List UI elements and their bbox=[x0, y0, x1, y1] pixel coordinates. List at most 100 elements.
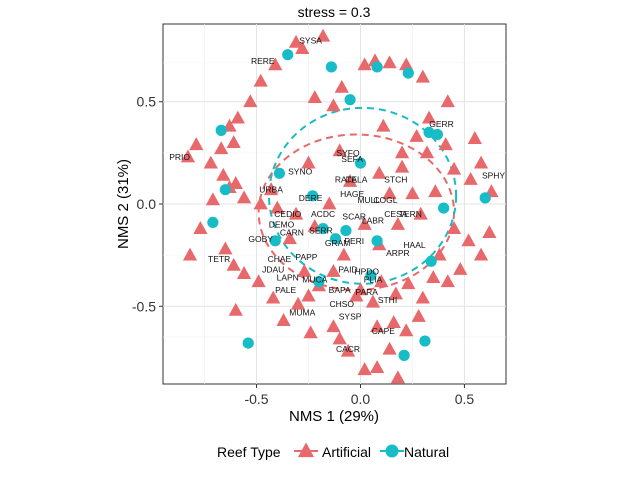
species-label: SYSA bbox=[299, 35, 322, 45]
species-label: CACR bbox=[336, 344, 360, 354]
species-label: CHSO bbox=[329, 299, 354, 309]
point-natural bbox=[419, 335, 431, 347]
point-artificial bbox=[236, 190, 252, 204]
point-artificial bbox=[365, 294, 381, 308]
point-artificial bbox=[288, 206, 304, 220]
point-artificial bbox=[332, 143, 347, 157]
species-label: HAAL bbox=[403, 240, 425, 250]
species-label: BAPA bbox=[329, 285, 351, 295]
species-label: HPDO bbox=[354, 267, 379, 277]
species-label: CALA bbox=[345, 174, 368, 184]
point-artificial bbox=[432, 247, 447, 261]
point-artificial bbox=[473, 247, 489, 261]
point-artificial bbox=[438, 137, 453, 151]
point-artificial bbox=[411, 309, 426, 322]
point-artificial bbox=[303, 325, 318, 339]
species-label: SERR bbox=[309, 226, 333, 236]
species-label: CARN bbox=[280, 228, 304, 238]
point-artificial bbox=[415, 290, 430, 304]
x-axis-label: NMS 1 (29%) bbox=[289, 408, 379, 425]
point-artificial bbox=[243, 94, 258, 108]
species-label: ACDC bbox=[311, 209, 335, 219]
point-natural bbox=[329, 233, 342, 245]
point-artificial bbox=[230, 110, 245, 124]
point-artificial bbox=[326, 264, 341, 277]
point-natural bbox=[371, 61, 383, 73]
grid-lines bbox=[163, 24, 506, 384]
point-artificial bbox=[228, 302, 243, 316]
point-artificial bbox=[386, 315, 401, 329]
point-artificial bbox=[334, 79, 349, 93]
point-natural bbox=[269, 235, 281, 247]
point-artificial bbox=[276, 313, 291, 326]
point-artificial bbox=[421, 110, 437, 124]
species-label: CESA bbox=[384, 209, 407, 219]
point-artificial bbox=[419, 145, 435, 159]
point-artificial bbox=[326, 98, 341, 112]
y-axis-label: NMS 2 (31%) bbox=[115, 159, 132, 249]
species-label: PAID bbox=[338, 264, 357, 274]
y-tick-label: 0.5 bbox=[137, 94, 157, 110]
point-natural bbox=[282, 49, 294, 61]
point-artificial bbox=[374, 274, 389, 288]
point-artificial bbox=[426, 270, 441, 284]
species-label: SPHY bbox=[482, 170, 505, 180]
species-label: SYFO bbox=[336, 148, 360, 158]
species-label: MULL bbox=[357, 195, 380, 205]
point-natural bbox=[207, 216, 219, 229]
species-label: MUMA bbox=[289, 307, 315, 317]
species-label: JDAU bbox=[262, 264, 284, 274]
species-label: PALE bbox=[275, 285, 296, 295]
point-artificial bbox=[270, 200, 285, 214]
point-artificial bbox=[357, 57, 372, 71]
point-artificial bbox=[446, 221, 462, 234]
species-label: SCAR bbox=[342, 211, 366, 221]
legend: Reef Type Artificial Natural bbox=[217, 442, 449, 460]
point-artificial bbox=[295, 41, 310, 54]
point-artificial bbox=[180, 149, 196, 163]
point-natural bbox=[402, 67, 414, 79]
point-artificial bbox=[382, 55, 397, 69]
point-artificial bbox=[376, 118, 391, 132]
point-artificial bbox=[413, 206, 428, 220]
species-label: LABR bbox=[362, 215, 384, 225]
species-label: RERE bbox=[251, 56, 275, 66]
point-artificial bbox=[301, 288, 316, 302]
point-artificial bbox=[382, 341, 397, 355]
species-label: SEFA bbox=[341, 154, 363, 164]
point-artificial bbox=[446, 161, 462, 175]
x-tick-label: 0.5 bbox=[455, 391, 475, 407]
point-artificial bbox=[461, 233, 476, 247]
point-artificial bbox=[189, 137, 204, 151]
point-natural bbox=[371, 235, 383, 247]
point-artificial bbox=[263, 182, 279, 196]
point-artificial bbox=[463, 171, 478, 185]
point-natural bbox=[344, 94, 356, 106]
point-artificial bbox=[266, 290, 281, 304]
point-natural bbox=[425, 255, 437, 267]
species-label: ARPR bbox=[386, 248, 410, 258]
species-label: GRAM bbox=[325, 238, 351, 248]
species-label: STHI bbox=[378, 295, 397, 305]
legend-label-artificial: Artificial bbox=[322, 444, 371, 460]
point-artificial bbox=[193, 221, 208, 234]
y-axis-ticks: -0.5 0.0 0.5 bbox=[132, 94, 163, 314]
chart-title: stress = 0.3 bbox=[298, 4, 371, 20]
species-label: CAPE bbox=[372, 326, 395, 336]
point-artificial bbox=[357, 216, 372, 230]
point-artificial bbox=[336, 247, 351, 261]
point-artificial bbox=[326, 319, 341, 333]
species-label: TERN bbox=[399, 209, 422, 219]
x-axis-ticks: -0.5 0.0 0.5 bbox=[244, 384, 474, 407]
point-artificial bbox=[440, 274, 455, 288]
species-label: SYSP bbox=[339, 312, 362, 322]
species-label: TETR bbox=[208, 254, 230, 264]
point-artificial bbox=[288, 34, 304, 48]
species-label: PARA bbox=[355, 287, 378, 297]
point-artificial bbox=[394, 159, 410, 173]
point-artificial bbox=[388, 286, 403, 300]
species-label: PLIA bbox=[364, 275, 383, 285]
point-artificial bbox=[251, 274, 266, 288]
point-artificial bbox=[253, 73, 268, 87]
point-natural bbox=[354, 157, 367, 169]
